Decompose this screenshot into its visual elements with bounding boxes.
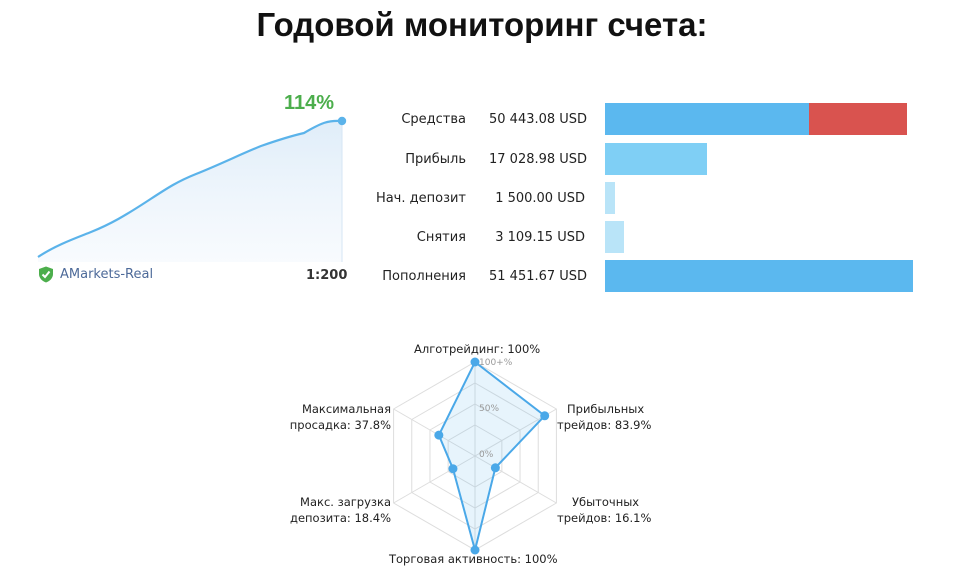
radar-label-line: Прибыльных [567,402,645,416]
radar-tick-50: 50% [479,404,500,414]
growth-end-point [337,116,347,126]
radar-point[interactable] [434,430,444,440]
radar-label-line: просадка: 37.8% [289,418,391,432]
radar-label-algotrading: Алготрейдинг: 100% [414,342,541,356]
row-value: 50 443.08 USD [489,112,588,127]
radar-point[interactable] [448,464,458,474]
broker-info[interactable]: AMarkets-Real [38,266,153,283]
radar-label-load: Макс. загрузка депозита: 18.4% [260,494,391,526]
balance-row-withdrawals: Снятия 3 109.15 USD [360,221,920,255]
growth-area [38,120,342,262]
balance-row-equity: Средства 50 443.08 USD [360,103,920,137]
growth-chart [37,116,347,262]
equity-bar[interactable] [605,103,809,135]
radar-point[interactable] [470,357,480,367]
row-value: 3 109.15 USD [495,230,585,245]
page-title: Годовой мониторинг счета: [256,6,708,43]
row-label: Нач. депозит [375,191,466,206]
growth-line [37,119,343,258]
balance-row-deposits: Пополнения 51 451.67 USD [360,260,920,294]
radar-label-profitable: Прибыльных трейдов: 83.9% [557,401,677,433]
radar-point[interactable] [540,411,550,421]
radar-label-line: Максимальная [301,402,391,416]
growth-value: 114% [284,92,335,114]
radar-axis-line [474,455,557,504]
radar-point[interactable] [490,463,500,473]
broker-name[interactable]: AMarkets-Real [60,267,154,282]
radar-axis-line [393,455,476,504]
row-label: Прибыль [405,152,466,167]
radar-label-line: Убыточных [572,495,640,509]
row-value: 17 028.98 USD [489,152,588,167]
radar-points [434,357,550,555]
radar-label-line: Макс. загрузка [300,495,391,509]
radar-label-line: депозита: 18.4% [290,511,391,525]
shield-check-icon [39,266,53,283]
initial-deposit-bar[interactable] [605,182,615,214]
radar-tick-0: 0% [479,450,494,460]
row-label: Пополнения [382,269,466,284]
leverage-value: 1:200 [306,268,348,283]
radar-label-drawdown: Максимальная просадка: 37.8% [260,401,391,433]
equity-loss-bar[interactable] [809,103,907,135]
row-label: Снятия [416,230,466,245]
radar-label-line: трейдов: 83.9% [557,418,652,432]
balance-row-deposit: Нач. депозит 1 500.00 USD [360,182,920,216]
radar-point[interactable] [470,545,480,555]
radar-label-activity: Торговая активность: 100% [389,552,558,566]
growth-widget[interactable]: 114% AMarkets-Real 1:200 [36,90,354,290]
radar-label-line: трейдов: 16.1% [557,511,652,525]
row-label: Средства [401,112,466,127]
row-value: 51 451.67 USD [489,269,588,284]
deposits-bar[interactable] [605,260,913,292]
radar-label-losing: Убыточных трейдов: 16.1% [557,494,677,526]
radar-tick-100: 100+% [479,358,513,368]
radar-axis-line [393,408,476,457]
row-value: 1 500.00 USD [495,191,585,206]
withdrawals-bar[interactable] [605,221,624,253]
balance-row-profit: Прибыль 17 028.98 USD [360,143,920,177]
profit-bar[interactable] [605,143,707,175]
